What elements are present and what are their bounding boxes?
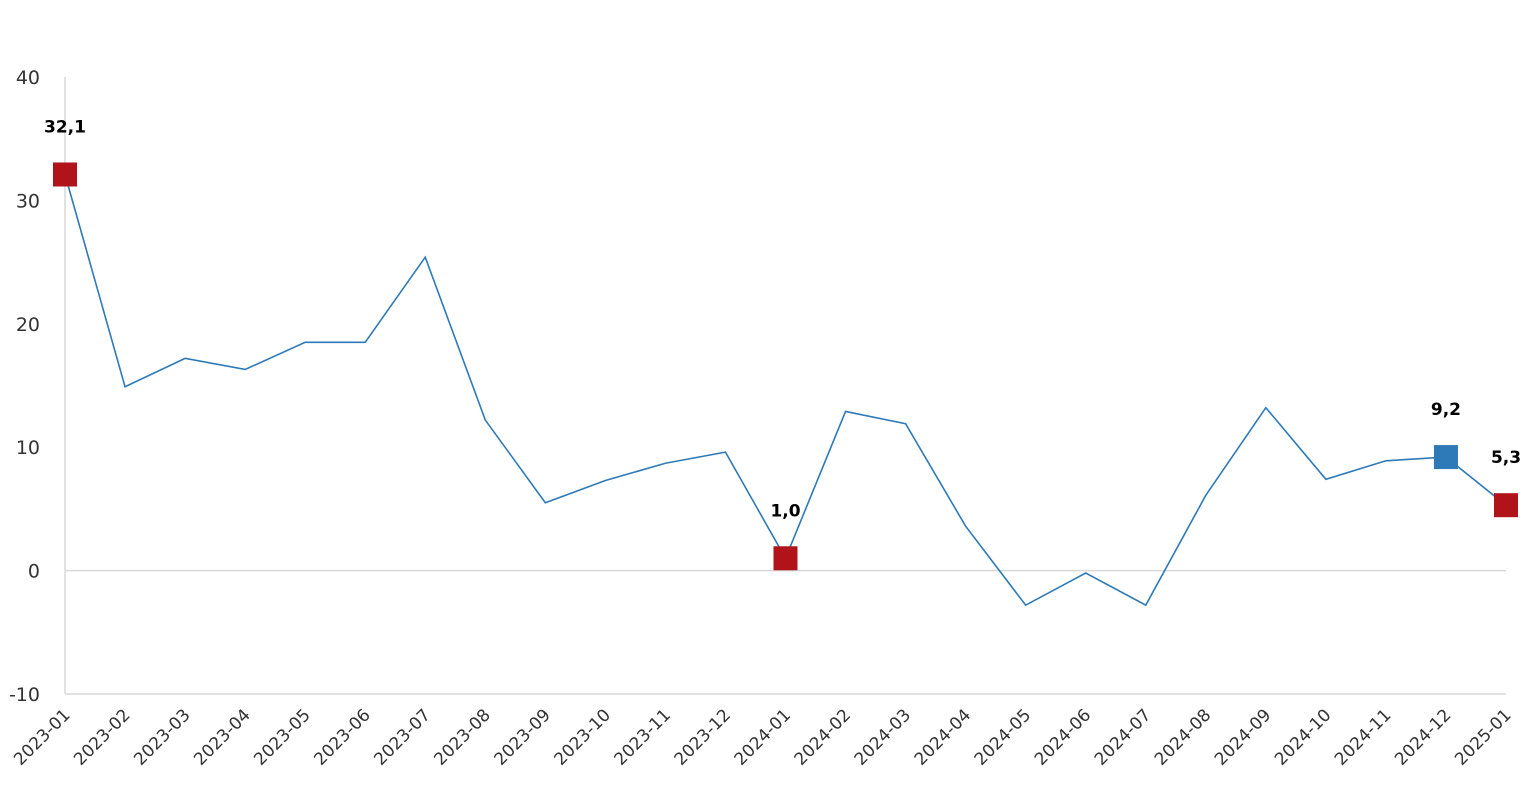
value-label: 1,0 [770, 501, 800, 521]
x-tick-label: 2023-03 [130, 705, 194, 769]
x-tick-label: 2023-01 [10, 705, 74, 769]
marker [773, 546, 798, 571]
x-tick-label: 2023-12 [671, 705, 735, 769]
value-label: 5,3 [1491, 448, 1521, 468]
x-tick-label: 2024-09 [1211, 705, 1275, 769]
x-tick-label: 2024-11 [1331, 705, 1395, 769]
x-tick-label: 2023-09 [491, 705, 555, 769]
x-tick-label: 2023-04 [190, 705, 254, 769]
x-tick-label: 2024-03 [851, 705, 915, 769]
x-tick-label: 2023-07 [370, 705, 434, 769]
y-tick-label: 10 [16, 437, 40, 459]
x-tick-label: 2023-08 [430, 705, 494, 769]
y-tick-label: 40 [16, 67, 40, 89]
x-tick-label: 2024-06 [1031, 705, 1095, 769]
x-tick-label: 2023-02 [70, 705, 134, 769]
marker [1494, 493, 1518, 518]
x-tick-label: 2024-07 [1091, 705, 1155, 769]
x-tick-label: 2024-01 [731, 705, 795, 769]
y-tick-label: -10 [9, 684, 40, 706]
line [64, 174, 1507, 607]
y-tick-label: 20 [16, 314, 40, 336]
x-tick-label: 2024-05 [971, 705, 1035, 769]
x-tick-label: 2023-10 [551, 705, 615, 769]
value-label: 32,1 [44, 117, 86, 137]
x-tick-label: 2023-11 [611, 705, 675, 769]
x-tick-label: 2023-06 [310, 705, 374, 769]
x-tick-label: 2024-02 [791, 705, 855, 769]
x-tick-label: 2024-08 [1151, 705, 1215, 769]
x-tick-label: 2023-05 [250, 705, 314, 769]
x-tick-label: 2024-04 [911, 705, 975, 769]
value-label: 9,2 [1431, 400, 1461, 420]
marker [53, 162, 77, 187]
marker [1433, 445, 1458, 470]
x-tick-label: 2025-01 [1451, 705, 1515, 769]
y-tick-label: 0 [28, 561, 40, 583]
y-tick-label: 30 [16, 190, 40, 212]
x-tick-label: 2024-12 [1391, 705, 1455, 769]
x-tick-label: 2024-10 [1271, 705, 1335, 769]
